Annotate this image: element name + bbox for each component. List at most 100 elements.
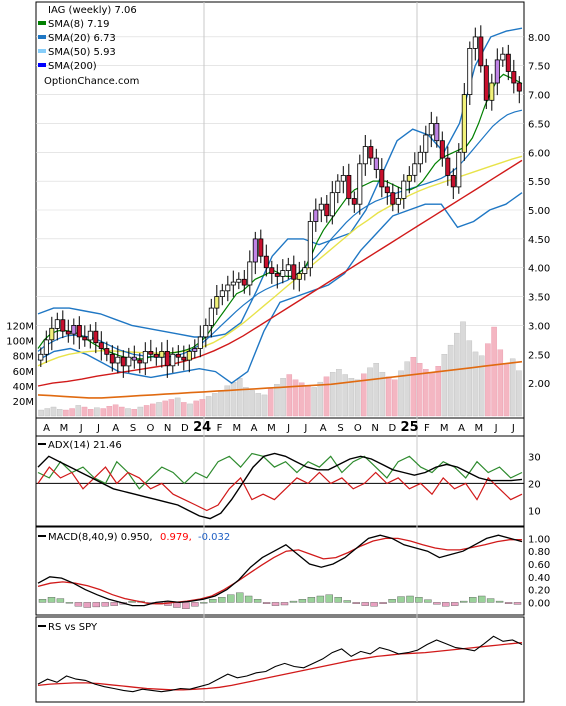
x-tick-label: J — [79, 423, 83, 434]
x-tick-label: N — [371, 423, 378, 434]
plus-di-line — [37, 452, 523, 490]
rs-sma-line — [37, 641, 523, 691]
adx-tick-label: 10 — [528, 506, 541, 517]
volume-tick-label: 100M — [6, 337, 34, 348]
sma20-line — [37, 109, 523, 358]
candle-body — [109, 353, 115, 364]
volume-bar — [243, 387, 249, 417]
x-tick-label: 25 — [401, 420, 419, 435]
macd-histogram-bar — [271, 602, 280, 606]
candle-body — [38, 353, 44, 361]
candle-body — [362, 146, 368, 165]
macd-histogram-bar — [253, 599, 262, 603]
volume-bar — [38, 409, 44, 417]
macd-line — [37, 534, 523, 607]
volume-sma-line — [37, 360, 523, 399]
candle-body — [175, 353, 181, 358]
volume-bar — [361, 373, 367, 417]
candle-body — [148, 350, 154, 355]
volume-bar — [112, 404, 119, 417]
macd-histogram-bar — [173, 602, 181, 608]
volume-tick-label: 40M — [13, 382, 34, 393]
candle-body — [274, 273, 280, 277]
macd-histogram-bar — [56, 598, 65, 603]
candle-body — [49, 327, 55, 341]
volume-bar — [342, 374, 348, 417]
candle-body — [76, 324, 82, 338]
volume-bar — [205, 396, 212, 417]
volume-bar — [137, 406, 144, 417]
candle-body — [230, 281, 236, 286]
candle-body — [280, 270, 286, 277]
volume-bar — [472, 351, 479, 417]
x-tick-label: A — [112, 423, 119, 434]
volume-bar — [435, 366, 441, 417]
macd-tick-label: 1.00 — [528, 534, 550, 545]
candle-body — [505, 53, 511, 72]
candle-body — [153, 353, 159, 358]
x-tick-label: M — [440, 423, 449, 434]
volume-bar — [336, 369, 342, 417]
candle-body — [241, 278, 247, 286]
price-tick-label: 3.50 — [528, 293, 550, 304]
candle-body — [351, 198, 357, 205]
volume-bar — [150, 403, 156, 417]
candle-body — [511, 71, 517, 84]
volume-bar — [311, 387, 317, 417]
candle-body — [65, 330, 71, 335]
adx-tick-label: 20 — [528, 479, 541, 490]
candle-body — [225, 284, 231, 292]
volume-bar — [156, 402, 162, 417]
volume-bar — [416, 363, 423, 417]
legend-sma8: SMA(8) 7.19 — [48, 19, 109, 30]
macd-histogram-bar — [289, 600, 298, 603]
volume-bar — [404, 361, 410, 417]
macd-histogram-bar — [343, 600, 351, 603]
candle-body — [258, 238, 264, 257]
rs-legend: RS vs SPY — [38, 622, 98, 633]
macd-histogram-bar — [110, 602, 118, 606]
macd-histogram-bar — [307, 597, 316, 603]
macd-histogram-bar — [47, 597, 56, 603]
candle-body — [307, 221, 313, 269]
candle-body — [467, 48, 473, 96]
candle-body — [142, 350, 148, 364]
rs-line — [37, 635, 523, 693]
price-tick-label: 7.50 — [528, 62, 550, 73]
macd-histogram-bar — [495, 600, 504, 603]
candle-body — [98, 342, 104, 349]
volume-bar — [292, 379, 299, 417]
macd-signal-line — [37, 537, 522, 605]
candle-body — [516, 82, 522, 92]
volume-bar — [87, 409, 94, 417]
macd-legend: MACD(8,40,9) 0.950, 0.979, -0.032 — [38, 532, 230, 543]
volume-bar — [199, 399, 206, 417]
candle-body — [340, 174, 346, 182]
volume-bar — [236, 378, 243, 417]
volume-tick-label: 80M — [13, 352, 34, 363]
candle-body — [137, 359, 143, 364]
x-tick-label: D — [389, 423, 397, 434]
volume-bar — [503, 363, 510, 417]
macd-histogram-bar — [433, 602, 441, 605]
candle-body — [197, 336, 203, 349]
volume-bar — [392, 379, 398, 417]
price-title: IAG (weekly) 7.06 — [48, 5, 137, 16]
candle-body — [439, 140, 445, 159]
volume-bar — [429, 372, 435, 417]
macd-tick-label: 0.20 — [528, 586, 550, 597]
macd-histogram-bar — [280, 602, 289, 606]
macd-histogram-bar — [370, 602, 378, 607]
volume-bar — [423, 369, 429, 417]
macd-histogram-bar — [361, 602, 369, 606]
price-tick-label: 8.00 — [528, 33, 550, 44]
macd-histogram-bar — [451, 602, 459, 606]
candle-body — [472, 36, 478, 49]
macd-histogram-bar — [442, 602, 450, 607]
price-tick-label: 4.50 — [528, 235, 550, 246]
volume-bar — [50, 406, 57, 417]
macd-histogram-bar — [513, 602, 522, 605]
candle-body — [324, 203, 330, 217]
macd-histogram-bar — [352, 602, 360, 604]
x-tick-label: 24 — [193, 420, 211, 435]
